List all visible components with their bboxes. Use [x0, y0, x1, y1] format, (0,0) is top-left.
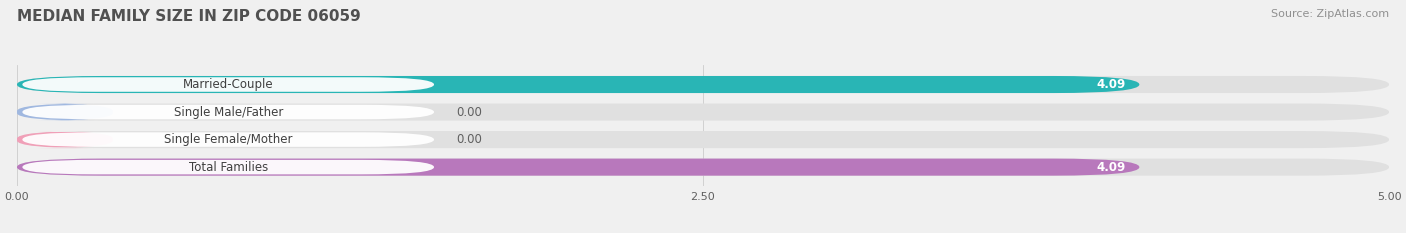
Text: Source: ZipAtlas.com: Source: ZipAtlas.com: [1271, 9, 1389, 19]
FancyBboxPatch shape: [17, 103, 112, 121]
FancyBboxPatch shape: [17, 159, 1139, 176]
Text: 4.09: 4.09: [1097, 161, 1126, 174]
Text: 4.09: 4.09: [1097, 78, 1126, 91]
FancyBboxPatch shape: [17, 159, 1389, 176]
Text: MEDIAN FAMILY SIZE IN ZIP CODE 06059: MEDIAN FAMILY SIZE IN ZIP CODE 06059: [17, 9, 360, 24]
FancyBboxPatch shape: [22, 132, 434, 147]
Text: Married-Couple: Married-Couple: [183, 78, 274, 91]
Text: 0.00: 0.00: [456, 133, 482, 146]
FancyBboxPatch shape: [17, 76, 1139, 93]
FancyBboxPatch shape: [17, 103, 1389, 121]
Text: Single Female/Mother: Single Female/Mother: [165, 133, 292, 146]
FancyBboxPatch shape: [17, 131, 112, 148]
Text: 0.00: 0.00: [456, 106, 482, 119]
FancyBboxPatch shape: [22, 105, 434, 119]
FancyBboxPatch shape: [22, 160, 434, 174]
Text: Single Male/Father: Single Male/Father: [173, 106, 283, 119]
FancyBboxPatch shape: [17, 131, 1389, 148]
FancyBboxPatch shape: [22, 77, 434, 92]
Text: Total Families: Total Families: [188, 161, 267, 174]
FancyBboxPatch shape: [17, 76, 1389, 93]
